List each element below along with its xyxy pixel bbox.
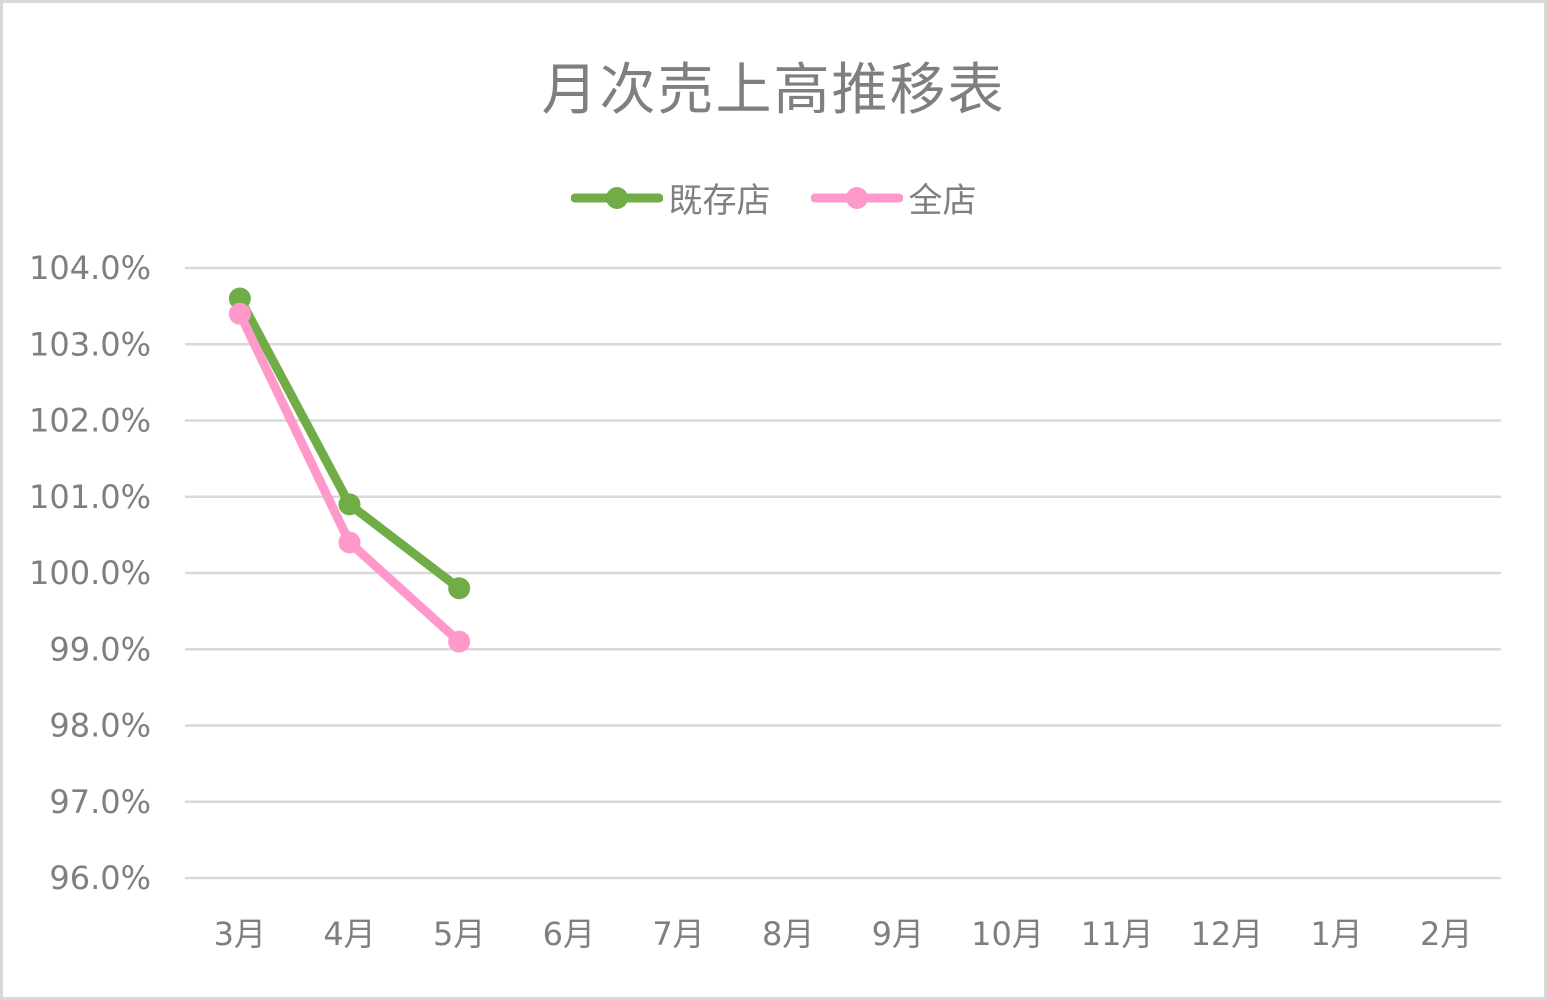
series-0-point [448, 577, 471, 600]
series-1-point [448, 630, 471, 653]
y-tick-label: 103.0% [29, 325, 151, 363]
x-tick-label: 6月 [543, 915, 595, 953]
x-tick-label: 11月 [1081, 915, 1154, 953]
x-tick-label: 2月 [1420, 915, 1472, 953]
legend-label-all-stores: 全店 [908, 181, 977, 221]
x-tick-label: 7月 [652, 915, 704, 953]
series-1-point [228, 302, 251, 325]
y-tick-label: 99.0% [49, 630, 151, 668]
legend: 既存店 全店 [3, 173, 1544, 222]
y-tick-label: 96.0% [49, 859, 151, 897]
y-tick-label: 102.0% [29, 402, 151, 440]
plot-area: 104.0% 103.0% 102.0% 101.0% 100.0% 99.0% 98.0%… [29, 249, 1501, 953]
legend-label-existing-stores: 既存店 [668, 181, 771, 221]
series-0-point [228, 287, 251, 310]
series-0-point [338, 493, 361, 516]
x-tick-label: 3月 [214, 915, 266, 953]
x-tick-label: 12月 [1190, 915, 1263, 953]
x-tick-label: 10月 [971, 915, 1044, 953]
x-tick-label: 9月 [872, 915, 924, 953]
chart-title: 月次売上高推移表 [541, 58, 1006, 123]
y-tick-label: 101.0% [29, 478, 151, 516]
x-tick-label: 1月 [1310, 915, 1362, 953]
y-tick-label: 97.0% [49, 783, 151, 821]
x-tick-label: 8月 [762, 915, 814, 953]
series-1-point [338, 531, 361, 554]
y-tick-label: 98.0% [49, 707, 151, 745]
x-tick-label: 4月 [323, 915, 375, 953]
legend-item-existing-stores: 既存店 [570, 173, 771, 222]
y-tick-label: 100.0% [29, 554, 151, 592]
x-tick-label: 5月 [433, 915, 485, 953]
y-tick-label: 104.0% [29, 249, 151, 287]
legend-swatch-existing-stores [570, 186, 663, 209]
legend-item-all-stores: 全店 [810, 173, 977, 222]
legend-swatch-all-stores [810, 186, 903, 209]
